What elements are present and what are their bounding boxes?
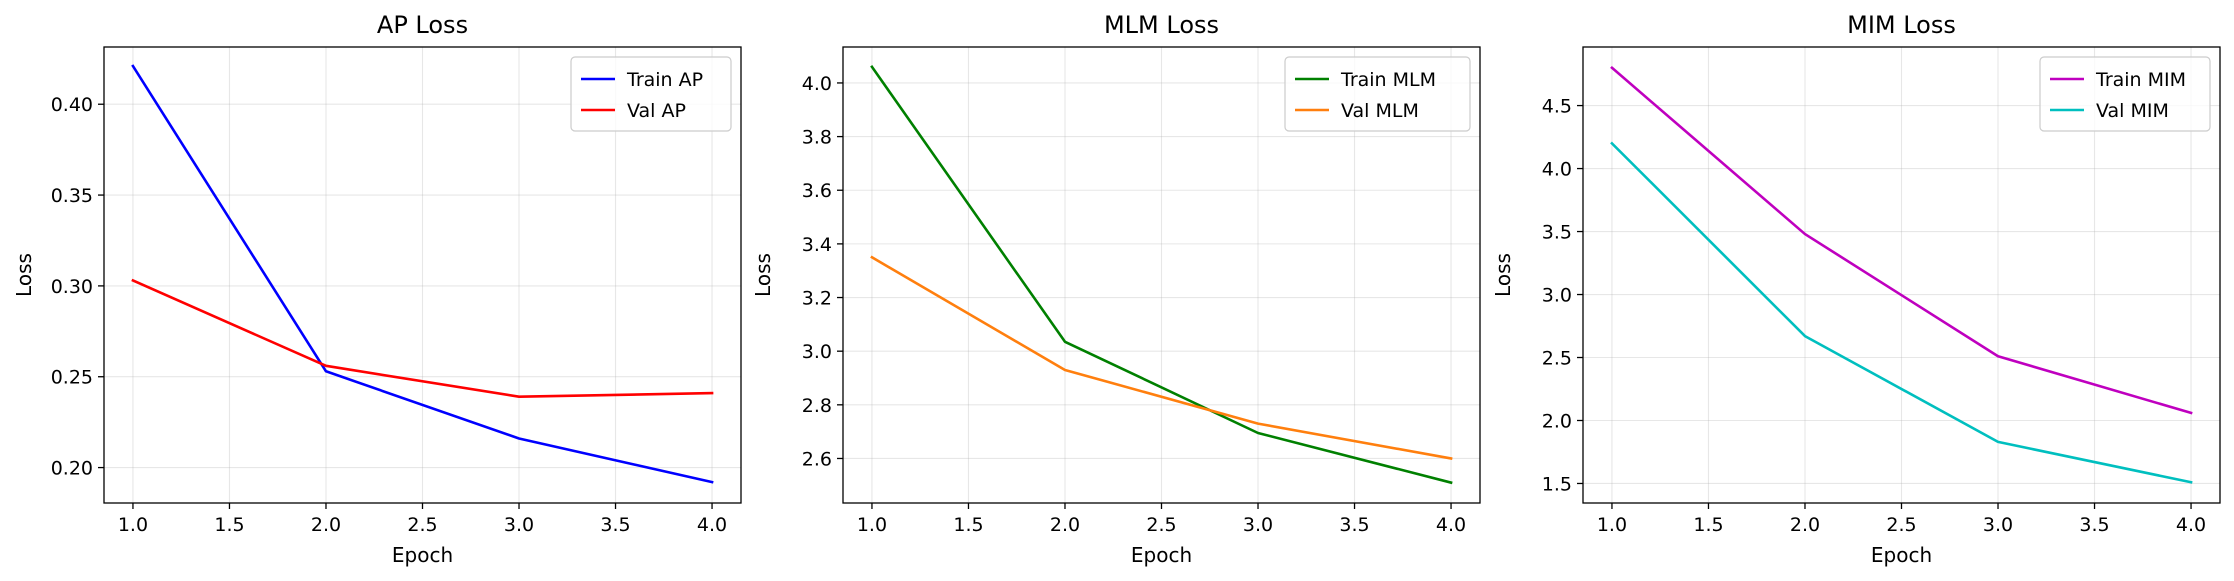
- y-tick-label: 4.5: [1542, 96, 1572, 118]
- series-line-2: [131, 278, 714, 399]
- legend-label-2: Val MIM: [2096, 100, 2169, 122]
- y-tick-label: 3.5: [1542, 222, 1572, 244]
- y-tick-label: 2.8: [802, 395, 832, 417]
- x-tick-label: 3.0: [504, 514, 534, 536]
- x-axis-label: Epoch: [392, 543, 453, 567]
- y-tick-label: 3.8: [802, 127, 832, 149]
- x-tick-label: 1.0: [1597, 514, 1627, 536]
- x-tick-label: 1.0: [118, 514, 148, 536]
- x-tick-label: 1.5: [1693, 514, 1723, 536]
- legend-label-2: Val AP: [627, 100, 686, 122]
- chart-2: 1.0 1.5 2.0 2.5 3.0 3.5 4.0 2.6 2.8 3.0 3.2 3.4 3.6 3…: [751, 11, 1481, 567]
- x-tick-label: 3.5: [600, 514, 630, 536]
- legend-label-1: Train MIM: [2095, 69, 2186, 91]
- y-tick-label: 2.6: [802, 448, 832, 470]
- x-tick-label: 1.5: [214, 514, 244, 536]
- x-tick-label: 2.0: [311, 514, 341, 536]
- x-axis-label: Epoch: [1131, 543, 1192, 567]
- y-tick-label: 0.30: [51, 276, 93, 298]
- series-line-1: [1610, 65, 2193, 415]
- x-tick-label: 3.0: [1983, 514, 2013, 536]
- y-tick-label: 3.6: [802, 180, 832, 202]
- legend-label-1: Train AP: [626, 69, 703, 91]
- chart-title: AP Loss: [377, 11, 468, 39]
- y-tick-label: 4.0: [1542, 159, 1572, 181]
- y-tick-label: 0.35: [51, 185, 93, 207]
- chart-title: MLM Loss: [1104, 11, 1219, 39]
- x-tick-label: 2.0: [1790, 514, 1820, 536]
- x-tick-label: 3.5: [1339, 514, 1369, 536]
- y-tick-label: 0.25: [51, 367, 93, 389]
- x-tick-label: 3.0: [1243, 514, 1273, 536]
- series-line-2: [870, 255, 1453, 460]
- y-tick-label: 1.5: [1542, 473, 1572, 495]
- y-axis-label: Loss: [751, 253, 775, 297]
- chart-3: 1.0 1.5 2.0 2.5 3.0 3.5 4.0 1.5 2.0 2.5 3.0 3.5 4.0 4…: [1491, 11, 2221, 567]
- chart-title: MIM Loss: [1847, 11, 1956, 39]
- x-axis-label: Epoch: [1871, 543, 1932, 567]
- x-tick-label: 1.5: [953, 514, 983, 536]
- x-tick-label: 2.5: [1146, 514, 1176, 536]
- y-tick-label: 2.5: [1542, 348, 1572, 370]
- y-axis-label: Loss: [1491, 253, 1515, 297]
- x-tick-label: 2.0: [1050, 514, 1080, 536]
- legend-label-1: Train MLM: [1340, 69, 1436, 91]
- y-tick-label: 3.0: [1542, 285, 1572, 307]
- y-tick-label: 0.40: [51, 94, 93, 116]
- x-tick-label: 2.5: [1886, 514, 1916, 536]
- y-tick-label: 3.0: [802, 341, 832, 363]
- legend-box: [1284, 56, 1471, 132]
- x-tick-label: 4.0: [1436, 514, 1466, 536]
- y-tick-label: 0.20: [51, 458, 93, 480]
- legend-box: [570, 56, 732, 132]
- y-tick-label: 2.0: [1542, 410, 1572, 432]
- series-line-1: [870, 65, 1453, 485]
- x-tick-label: 3.5: [2079, 514, 2109, 536]
- legend-label-2: Val MLM: [1341, 100, 1419, 122]
- x-tick-label: 4.0: [2176, 514, 2206, 536]
- y-tick-label: 3.2: [802, 288, 832, 310]
- y-axis-label: Loss: [12, 253, 36, 297]
- y-tick-label: 3.4: [802, 234, 832, 256]
- series-line-1: [131, 64, 714, 484]
- legend-box: [2039, 56, 2211, 132]
- x-tick-label: 4.0: [697, 514, 727, 536]
- chart-1: 1.0 1.5 2.0 2.5 3.0 3.5 4.0 0.20 0.25 0.30 0.35 0.4…: [12, 11, 742, 567]
- y-tick-label: 4.0: [802, 73, 832, 95]
- series-line-2: [1610, 141, 2193, 484]
- x-tick-label: 1.0: [857, 514, 887, 536]
- x-tick-label: 2.5: [407, 514, 437, 536]
